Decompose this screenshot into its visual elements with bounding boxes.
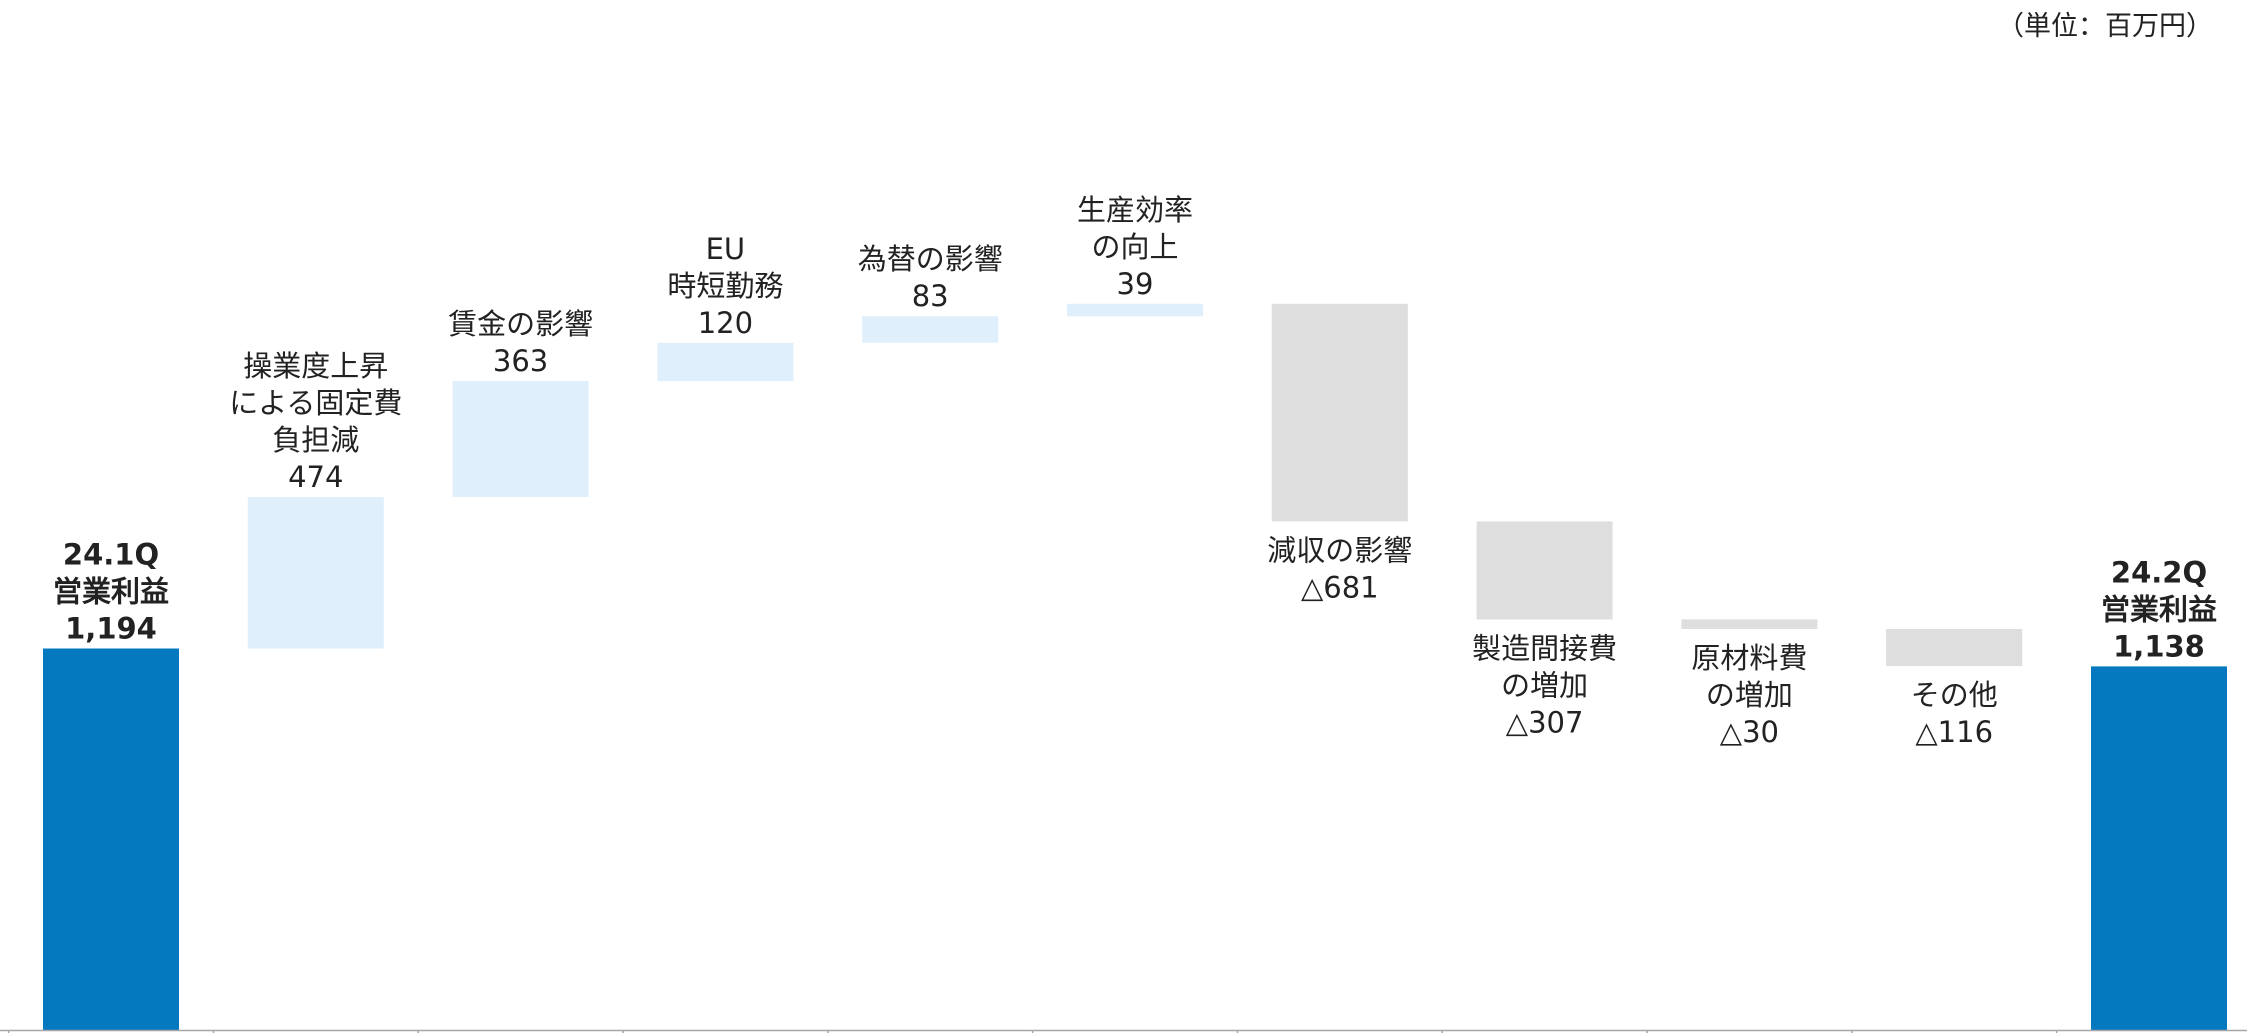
category-label-line: 負担減: [272, 423, 359, 457]
category-label-line: 24.1Q: [63, 538, 159, 572]
value-label: △307: [1506, 705, 1584, 739]
value-label: △116: [1915, 715, 1993, 749]
category-label-line: 原材料費: [1691, 641, 1807, 675]
category-label-line: 減収の影響: [1267, 533, 1412, 567]
bar-label: 24.2Q 営業利益 1,138: [2101, 555, 2217, 663]
bar-decrease: [1681, 619, 1818, 629]
value-label: △30: [1720, 715, 1779, 749]
bar-label: 製造間接費の増加△307: [1472, 631, 1617, 739]
category-label-line: その他: [1911, 678, 1998, 712]
value-label: 474: [288, 460, 343, 494]
value-label: 1,138: [2113, 629, 2205, 663]
category-label-line: 営業利益: [2101, 592, 2217, 626]
value-label: 83: [912, 279, 949, 313]
bar-label: 生産効率の向上 39: [1077, 193, 1193, 301]
bar-label: EU 時短勤務 120: [667, 232, 783, 340]
bar-decrease: [1271, 303, 1408, 522]
category-label-line: 操業度上昇: [243, 349, 388, 383]
category-label-line: の増加: [1706, 678, 1793, 712]
unit-note: （単位：百万円）: [1997, 11, 2213, 42]
bar-label: 原材料費の増加△30: [1691, 641, 1807, 749]
category-label-line: の向上: [1091, 230, 1178, 264]
bar-label: 24.1Q 営業利益 1,194: [53, 538, 169, 646]
category-label-line: EU: [706, 232, 746, 266]
category-label-line: 製造間接費: [1472, 631, 1617, 665]
bar-increase: [247, 497, 384, 649]
category-label-line: 生産効率: [1077, 193, 1193, 227]
bar-label: 減収の影響△681: [1267, 533, 1412, 604]
value-label: 120: [698, 306, 753, 340]
bar-total: [43, 648, 179, 1030]
bar-label: 賃金の影響 363: [448, 307, 593, 378]
value-label: 1,194: [65, 612, 157, 646]
value-label: 363: [493, 344, 548, 378]
category-label-line: 24.2Q: [2111, 555, 2207, 589]
bar-label: その他△116: [1911, 678, 1998, 749]
bar-label: 操業度上昇による固定費負担減 474: [229, 349, 402, 494]
category-label-line: による固定費: [229, 386, 402, 420]
category-label-line: の増加: [1501, 668, 1588, 702]
bar-decrease: [1476, 521, 1613, 620]
bar-decrease: [1886, 629, 2023, 667]
value-label: 39: [1117, 267, 1154, 301]
bar-total: [2091, 666, 2227, 1030]
bars-layer: [43, 303, 2227, 1030]
bar-increase: [862, 316, 999, 343]
bar-increase: [1067, 303, 1203, 317]
category-label-line: 営業利益: [53, 575, 169, 609]
value-label: △681: [1301, 570, 1379, 604]
bar-increase: [452, 381, 589, 498]
bar-increase: [657, 342, 794, 382]
category-label-line: 時短勤務: [667, 269, 783, 303]
category-label-line: 賃金の影響: [448, 307, 593, 341]
category-label-line: 為替の影響: [858, 242, 1003, 276]
bar-label: 為替の影響 83: [858, 242, 1003, 313]
